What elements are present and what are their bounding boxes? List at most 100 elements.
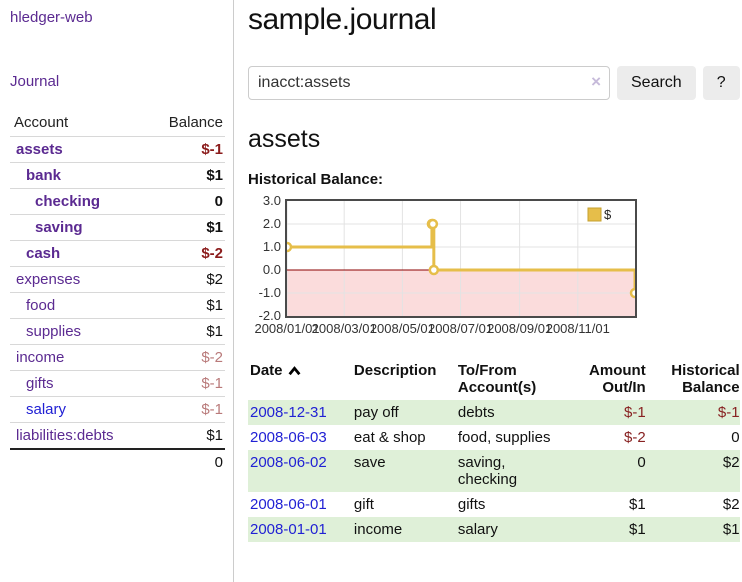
table-row[interactable]: 2008-01-01 income salary $1 $1 [248, 517, 740, 542]
brand: hledger-web [10, 9, 225, 27]
date-header-label: Date [250, 362, 283, 379]
account-link-income[interactable]: income [16, 349, 65, 366]
balance-cell: $1 [722, 521, 740, 538]
account-row: food $1 [10, 292, 225, 318]
balance-cell: $-1 [717, 404, 740, 421]
account-total-row: 0 [10, 448, 225, 475]
amount-cell: $-2 [624, 429, 646, 446]
search-box: × [248, 66, 610, 100]
chart-x-axis: 2008/01/01 2008/03/01 2008/05/01 2008/07/01… [248, 321, 740, 339]
account-link-saving[interactable]: saving [35, 219, 83, 236]
table-row[interactable]: 2008-12-31 pay off debts $-1 $-1 [248, 400, 740, 425]
x-tick-label: 2008/09/01 [487, 321, 553, 336]
account-balance: $-2 [201, 349, 223, 366]
account-balance-table: Account Balance assets $-1 bank $1 check… [10, 110, 225, 475]
account-row: salary $-1 [10, 396, 225, 422]
search-button[interactable]: Search [617, 66, 696, 100]
account-row: supplies $1 [10, 318, 225, 344]
date-link[interactable]: 2008-06-03 [250, 429, 327, 446]
table-row[interactable]: 2008-06-02 save saving, checking 0 $2 [248, 450, 740, 492]
account-row: gifts $-1 [10, 370, 225, 396]
account-balance: $1 [206, 167, 223, 184]
account-table-header: Account Balance [10, 110, 225, 136]
data-point-marker [428, 264, 440, 276]
account-heading: assets [248, 125, 321, 153]
main-content: sample.journal × Search ? assets Histori… [234, 0, 742, 582]
date-link[interactable]: 2008-06-02 [250, 454, 327, 471]
y-tick-label: 3.0 [262, 193, 281, 208]
legend-swatch [587, 207, 602, 222]
sidebar-item-journal[interactable]: Journal [10, 73, 60, 90]
account-balance: $1 [206, 219, 223, 236]
accounts-cell: debts [457, 404, 495, 421]
amount-cell: 0 [637, 454, 646, 471]
column-header-amount: Amount Out/In [589, 362, 646, 396]
balance-column-header: Balance [168, 114, 223, 131]
accounts-cell: food, supplies [457, 429, 551, 446]
account-link-gifts[interactable]: gifts [26, 375, 54, 392]
account-row: income $-2 [10, 344, 225, 370]
brand-link[interactable]: hledger-web [10, 9, 93, 26]
historical-balance-chart: 3.0 2.0 1.0 0.0 -1.0 -2.0 $ 2008/01/01 2008/03… [248, 193, 740, 342]
account-link-food[interactable]: food [26, 297, 56, 314]
account-balance: $1 [206, 427, 223, 444]
account-link-expenses[interactable]: expenses [16, 271, 81, 288]
y-tick-label: 0.0 [262, 262, 281, 277]
account-row: saving $1 [10, 214, 225, 240]
accounts-cell: saving, checking [457, 454, 518, 488]
help-button[interactable]: ? [702, 66, 740, 100]
legend-label: $ [604, 207, 612, 222]
account-row: checking 0 [10, 188, 225, 214]
search-input[interactable] [248, 66, 610, 100]
chart-plot-area: $ [285, 199, 637, 318]
account-link-salary[interactable]: salary [26, 401, 67, 418]
balance-cell: 0 [731, 429, 740, 446]
x-tick-label: 2008/01/01 [254, 321, 320, 336]
table-row[interactable]: 2008-06-03 eat & shop food, supplies $-2… [248, 425, 740, 450]
chart-canvas: $ [287, 201, 635, 316]
x-tick-label: 2008/11/01 [545, 321, 610, 336]
sidebar: hledger-web Journal Account Balance asse… [0, 0, 234, 582]
account-row: expenses $2 [10, 266, 225, 292]
amount-cell: $1 [629, 521, 646, 538]
sidebar-nav: Journal [10, 73, 225, 91]
register-header-row: Date Description To/From Account(s) Amou… [248, 359, 740, 400]
table-row[interactable]: 2008-06-01 gift gifts $1 $2 [248, 492, 740, 517]
data-point-marker [629, 287, 635, 299]
chart-title: Historical Balance: [248, 171, 384, 188]
account-balance: $1 [206, 323, 223, 340]
account-total-value: 0 [214, 454, 223, 471]
account-link-cash[interactable]: cash [26, 245, 61, 262]
date-link[interactable]: 2008-12-31 [250, 404, 327, 421]
date-link[interactable]: 2008-01-01 [250, 521, 327, 538]
amount-cell: $1 [629, 496, 646, 513]
account-balance: $-1 [201, 401, 223, 418]
data-point-marker [427, 218, 439, 230]
y-tick-label: -1.0 [258, 285, 281, 300]
register-table: Date Description To/From Account(s) Amou… [248, 359, 740, 542]
account-link-supplies[interactable]: supplies [26, 323, 82, 340]
column-header-date[interactable]: Date [248, 359, 346, 400]
data-point-marker [287, 241, 293, 253]
account-link-checking[interactable]: checking [35, 193, 101, 210]
search-form: × Search ? [248, 66, 740, 100]
description-cell: income [353, 521, 403, 538]
account-row: cash $-2 [10, 240, 225, 266]
accounts-cell: salary [457, 521, 498, 538]
date-link[interactable]: 2008-06-01 [250, 496, 327, 513]
account-balance: $-1 [201, 375, 223, 392]
account-balance: $-2 [201, 245, 223, 262]
account-balance: $1 [206, 297, 223, 314]
account-link-assets[interactable]: assets [16, 141, 63, 158]
y-tick-label: -2.0 [258, 308, 281, 323]
account-balance: 0 [214, 193, 223, 210]
account-link-liabilities-debts[interactable]: liabilities:debts [16, 427, 114, 444]
description-cell: pay off [353, 404, 399, 421]
balance-cell: $2 [722, 496, 740, 513]
chart-y-axis: 3.0 2.0 1.0 0.0 -1.0 -2.0 [248, 193, 281, 323]
accounts-cell: gifts [457, 496, 486, 513]
account-link-bank[interactable]: bank [26, 167, 62, 184]
clear-search-icon[interactable]: × [591, 72, 601, 91]
balance-cell: $2 [722, 454, 740, 471]
page-title: sample.journal [248, 3, 437, 36]
